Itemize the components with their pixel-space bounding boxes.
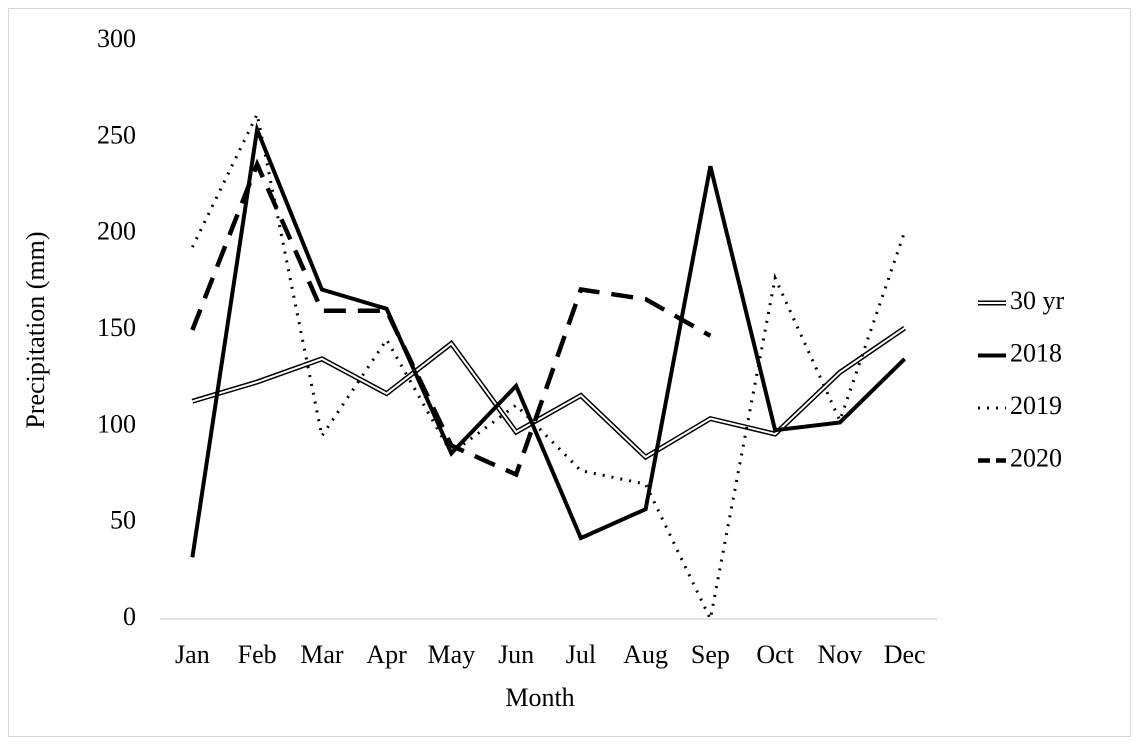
x-tick-label: Nov bbox=[817, 640, 862, 669]
legend-label: 30 yr bbox=[1010, 286, 1065, 315]
series-line bbox=[190, 122, 907, 558]
chart-frame bbox=[8, 8, 1131, 737]
y-tick-label: 50 bbox=[110, 506, 136, 535]
x-tick-label: Jan bbox=[175, 640, 210, 669]
y-tick-label: 150 bbox=[97, 313, 136, 342]
series-line-inner bbox=[192, 327, 906, 459]
y-tick-label: 0 bbox=[123, 602, 136, 631]
legend-label: 2018 bbox=[1010, 338, 1062, 367]
x-tick-label: Sep bbox=[691, 640, 730, 669]
y-axis-label: Precipitation (mm) bbox=[21, 231, 50, 428]
x-tick-label: Jul bbox=[566, 640, 596, 669]
x-tick-label: May bbox=[428, 640, 476, 669]
series-line bbox=[190, 158, 712, 478]
x-tick-label: Jun bbox=[498, 640, 534, 669]
y-tick-label: 100 bbox=[97, 409, 136, 438]
x-tick-label: Dec bbox=[884, 640, 926, 669]
x-axis-label: Month bbox=[505, 683, 574, 712]
y-tick-label: 250 bbox=[97, 120, 136, 149]
legend-label: 2019 bbox=[1010, 391, 1062, 420]
x-tick-label: Apr bbox=[366, 640, 407, 669]
x-tick-label: Mar bbox=[300, 640, 344, 669]
x-tick-label: Oct bbox=[756, 640, 794, 669]
legend-label: 2020 bbox=[1010, 443, 1062, 472]
y-tick-label: 300 bbox=[97, 24, 136, 53]
x-tick-label: Aug bbox=[623, 640, 668, 669]
y-tick-label: 200 bbox=[97, 217, 136, 246]
x-tick-label: Feb bbox=[238, 640, 277, 669]
